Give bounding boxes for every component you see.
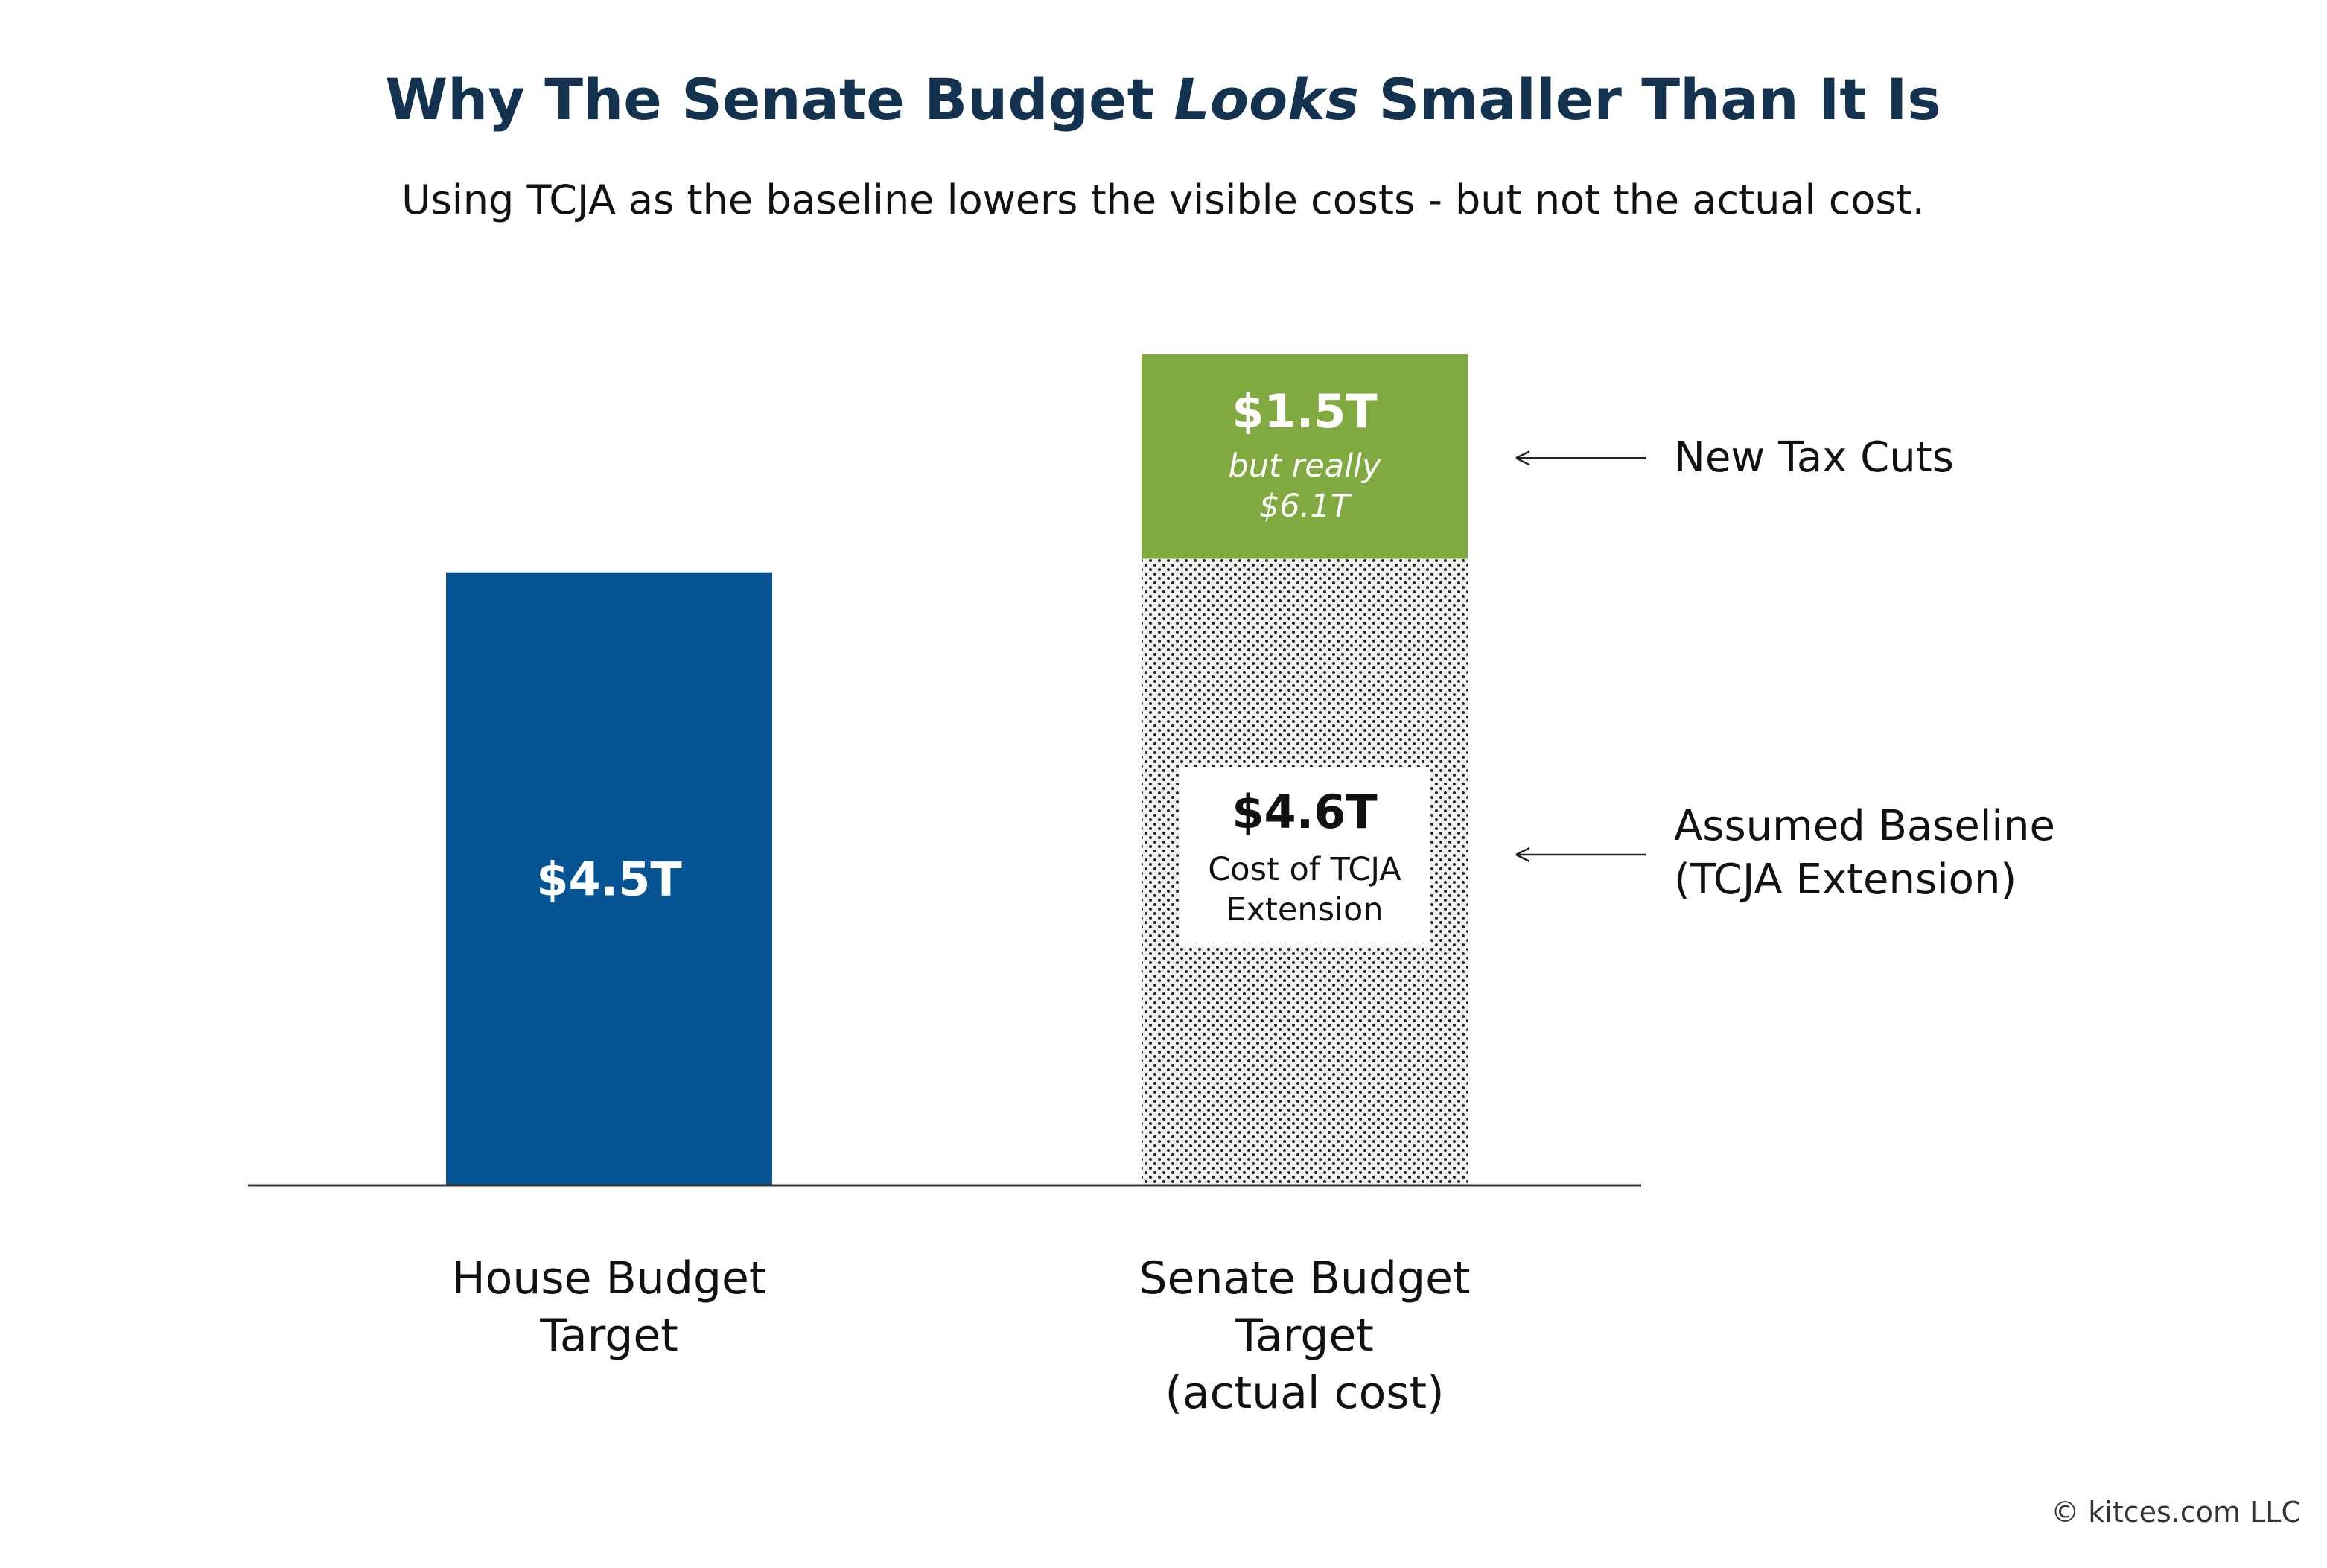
baseline-annotation: Assumed Baseline <box>1674 802 2055 850</box>
category-label: Target <box>1235 1310 1374 1362</box>
category-label: House Budget <box>452 1252 767 1304</box>
new-tax-cuts-note-line: $6.1T <box>1259 488 1353 525</box>
new-tax-cuts-note-line: but really <box>1229 447 1381 485</box>
baseline-label-box <box>1180 767 1430 946</box>
chart-title: Why The Senate Budget Looks Smaller Than… <box>385 66 1941 133</box>
house-bar-value-label: $4.5T <box>536 852 681 906</box>
baseline-arrow-head <box>1515 847 1530 863</box>
new-tax-cuts-segment <box>1142 354 1468 559</box>
copyright-notice: © kitces.com LLC <box>2051 1496 2301 1529</box>
new-tax-cuts-annotation: New Tax Cuts <box>1674 433 1954 482</box>
baseline-note-line: Extension <box>1226 891 1383 928</box>
baseline-annotation: (TCJA Extension) <box>1674 855 2016 904</box>
category-label: Senate Budget <box>1139 1252 1470 1304</box>
baseline-value-label: $4.6T <box>1232 785 1377 839</box>
new-tax-cuts-value-label: $1.5T <box>1232 384 1377 439</box>
house-bar <box>446 572 772 1185</box>
chart-subtitle: Using TCJA as the baseline lowers the vi… <box>401 176 1925 223</box>
baseline-note-line: Cost of TCJA <box>1208 851 1401 888</box>
category-label: Target <box>539 1310 678 1362</box>
new-tax-cuts-arrow-head <box>1515 450 1530 466</box>
category-label: (actual cost) <box>1165 1367 1444 1419</box>
